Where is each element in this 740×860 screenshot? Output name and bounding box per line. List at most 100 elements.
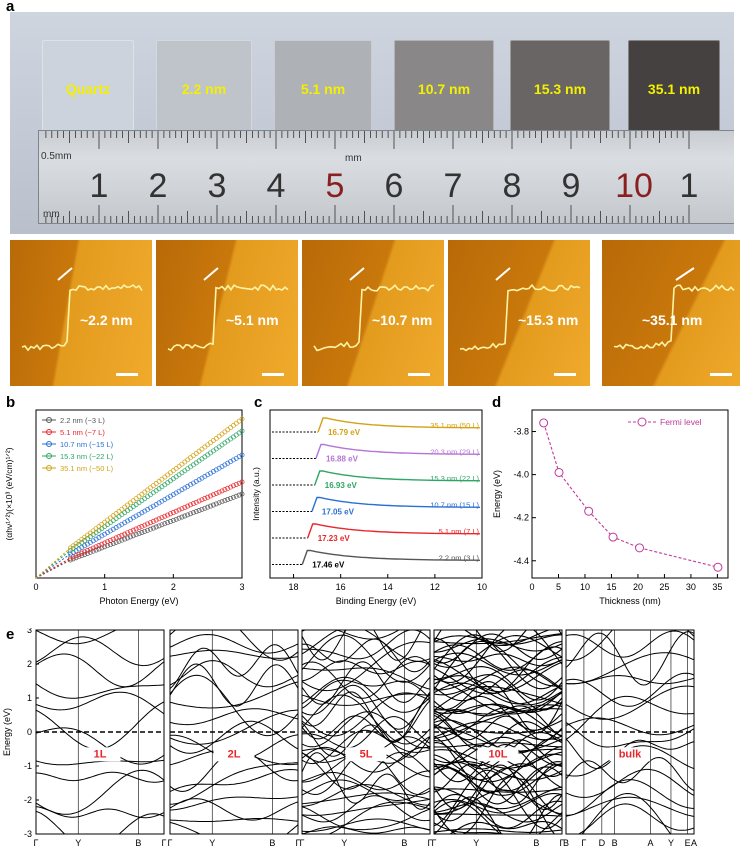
afm-profile [459, 267, 581, 352]
sample-square: 35.1 nm [628, 40, 720, 138]
afm-image: ~5.1 nm [156, 240, 298, 386]
band-line [170, 649, 298, 659]
band-line [434, 653, 562, 667]
legend-entry: 10.7 nm (~15 L) [60, 440, 114, 449]
x-tick-label: 35 [712, 582, 722, 592]
data-point [87, 546, 93, 552]
afm-image: ~2.2 nm [10, 240, 152, 386]
panel-letter-e: e [6, 626, 15, 643]
afm-profile [313, 267, 435, 352]
data-point [165, 520, 171, 526]
data-point [93, 544, 99, 550]
label-backdrop [345, 747, 387, 762]
band-line [566, 672, 694, 707]
band-line [566, 717, 694, 736]
series-label: 5.1 nm (7 L) [439, 527, 480, 536]
kpoint-label: Γ [581, 838, 586, 848]
band-line [36, 769, 164, 815]
data-point [102, 544, 108, 550]
band-line [434, 736, 562, 794]
data-point [176, 515, 182, 521]
afm-thickness-label: ~35.1 nm [642, 312, 703, 328]
data-point [159, 476, 165, 482]
band-line [302, 806, 430, 831]
band-subplot: 1L Γ Y B Γ [34, 629, 167, 848]
data-point [196, 448, 202, 454]
afm-height-profile [613, 284, 735, 350]
y-axis-label: Intensity (a.u.) [251, 467, 261, 521]
data-point [170, 510, 176, 515]
kpoint-label: Y [473, 838, 479, 848]
data-point [76, 539, 82, 544]
data-point [168, 519, 173, 524]
data-point [127, 529, 133, 534]
band-line [302, 722, 430, 758]
data-point [70, 543, 76, 549]
data-point [185, 512, 191, 518]
data-point [208, 493, 213, 499]
data-point [584, 506, 594, 516]
layer-label: 2L [228, 749, 241, 761]
afm-images: ~2.2 nm ~5.1 nm ~10.7 nm ~15.3 nm ~35.1 nm [10, 240, 740, 388]
data-point [110, 536, 116, 542]
ruler-unit-mid: mm [345, 153, 362, 164]
panel-letter-c: c [254, 394, 263, 411]
y-tick-label: -4.0 [513, 470, 529, 480]
plot-frame [269, 409, 483, 579]
band-line [566, 779, 694, 816]
data-point [125, 530, 131, 536]
band-line [302, 746, 430, 773]
data-point [130, 533, 136, 539]
afm-thickness-label: ~2.2 nm [80, 312, 133, 328]
data-point [150, 483, 156, 489]
data-point [99, 541, 105, 547]
band-line [36, 630, 118, 645]
kpoint-label: Y [75, 838, 81, 848]
band-line [434, 792, 562, 814]
band-line [302, 634, 430, 683]
plot-frame [531, 409, 729, 579]
kpoint-label: B [533, 838, 539, 848]
data-point [233, 493, 239, 499]
spectrum-line [317, 417, 481, 433]
data-point [228, 484, 234, 490]
data-point [168, 511, 173, 517]
data-point [122, 536, 128, 542]
data-point [188, 502, 193, 508]
data-point [150, 525, 156, 531]
data-point [205, 442, 211, 448]
band-line [302, 692, 430, 737]
data-point [70, 556, 76, 562]
kpoint-label: Y [209, 838, 215, 848]
data-point [213, 490, 219, 496]
afm-height-profile [313, 284, 435, 352]
y-tick-label: 1 [27, 693, 32, 703]
cutoff-label: 17.23 eV [318, 534, 351, 543]
data-point [199, 446, 205, 452]
data-point [102, 519, 108, 525]
kpoint-label: B [401, 838, 407, 848]
kpoint-label: B [563, 838, 569, 848]
data-point [193, 509, 199, 515]
band-line [170, 681, 298, 709]
band-subplot: 5L Γ Y B Γ [300, 629, 433, 848]
band-line [434, 764, 562, 810]
data-point [239, 479, 245, 485]
ruler-number: 10 [615, 167, 653, 205]
kpoint-label: Γ [432, 838, 437, 848]
label-backdrop [213, 747, 255, 762]
band-line [36, 727, 164, 765]
spectrum-line [314, 470, 481, 486]
afm-image: ~15.3 nm [448, 240, 590, 386]
ruler-number: 5 [326, 167, 345, 205]
band-line [170, 798, 298, 821]
band-line [566, 796, 694, 817]
data-point [119, 506, 125, 512]
legend-marker [46, 465, 52, 471]
band-line [302, 630, 430, 662]
band-line [434, 786, 562, 810]
layer-label: 1L [94, 749, 107, 761]
x-tick-label: 10 [477, 582, 487, 592]
data-point [147, 520, 153, 526]
ruler-number: 9 [562, 167, 581, 205]
